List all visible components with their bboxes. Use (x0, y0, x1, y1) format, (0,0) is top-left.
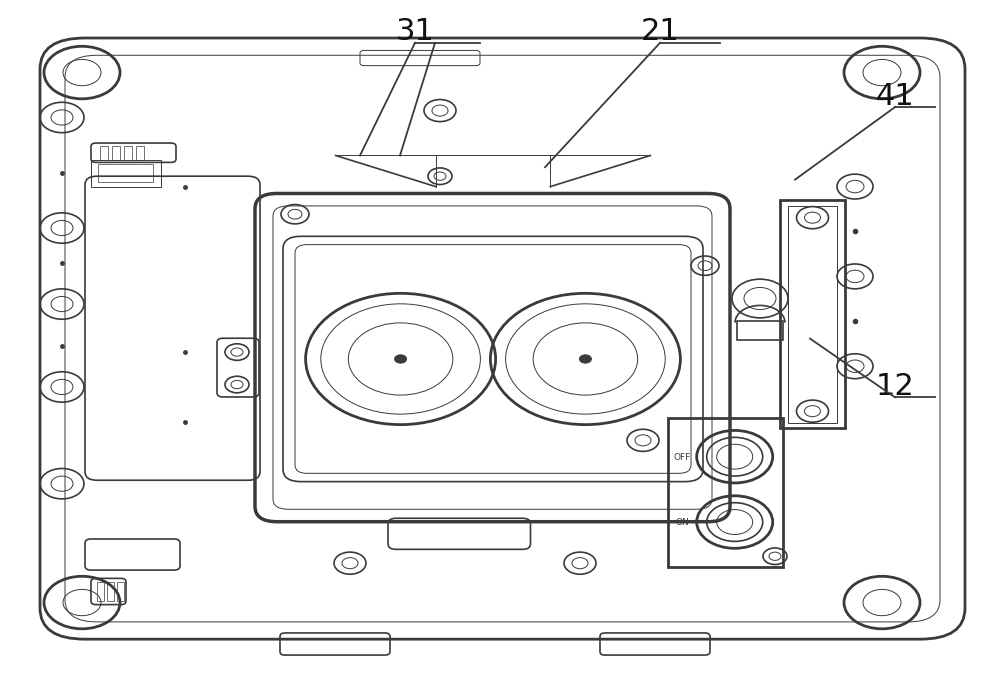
Bar (107, 582, 114, 601)
Bar (780, 200, 845, 428)
Bar (97, 582, 104, 601)
Bar (124, 146, 132, 160)
Bar (117, 582, 124, 601)
Circle shape (579, 355, 591, 363)
Bar (136, 146, 144, 160)
Text: OFF: OFF (673, 453, 690, 462)
Bar (112, 146, 120, 160)
Bar (788, 206, 837, 423)
Text: 21: 21 (641, 17, 679, 46)
Text: 41: 41 (876, 82, 914, 111)
Bar (91, 160, 161, 187)
Text: ON: ON (676, 518, 690, 527)
Circle shape (395, 355, 407, 363)
Text: 31: 31 (396, 17, 434, 46)
Bar (668, 418, 783, 567)
Text: 12: 12 (876, 372, 914, 401)
Bar (98, 164, 153, 182)
Bar (737, 321, 783, 340)
Bar (100, 146, 108, 160)
